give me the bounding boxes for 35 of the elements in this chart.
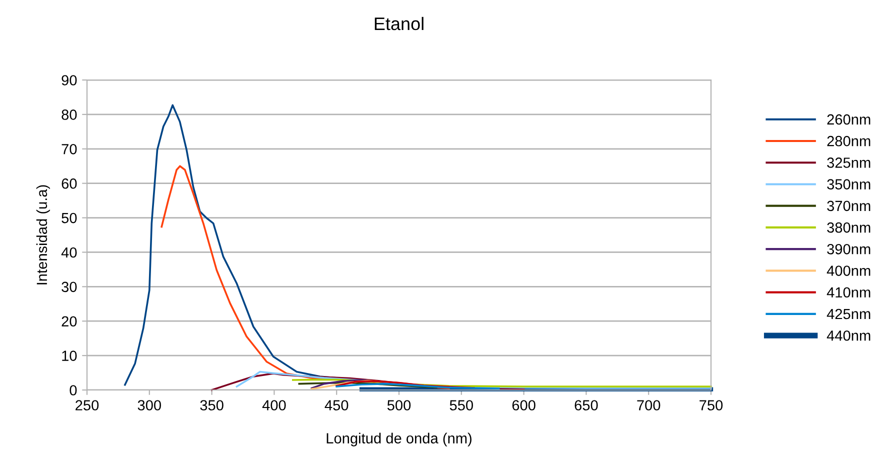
y-tick-label: 80 <box>62 110 77 120</box>
y-tick-label: 40 <box>61 247 77 258</box>
x-tick-label: 250 <box>76 400 99 410</box>
y-tick-label: 90 <box>62 75 77 86</box>
y-axis-title: Intensidad (u.a) <box>36 185 50 284</box>
legend-label: 390nm <box>827 244 870 254</box>
legend-label: 325nm <box>827 158 870 168</box>
legend-label: 380nm <box>827 222 870 233</box>
chart-title: Etanol <box>374 16 424 30</box>
x-tick-label: 550 <box>450 400 473 410</box>
legend-label: 370nm <box>827 200 870 212</box>
legend-label: 410nm <box>826 287 870 298</box>
y-tick-label: 70 <box>62 144 77 154</box>
legend-label: 440nm <box>826 330 870 341</box>
x-tick-label: 650 <box>574 400 598 410</box>
y-tick-label: 0 <box>70 385 77 396</box>
y-tick-label: 50 <box>62 212 77 224</box>
x-axis-title: Longitud de onda (nm) <box>326 432 472 446</box>
x-tick-label: 450 <box>324 400 348 410</box>
legend-label: 425nm <box>826 308 870 320</box>
legend-label: 260nm <box>827 114 870 125</box>
y-tick-label: 20 <box>62 316 77 327</box>
legend-label: 400nm <box>826 266 870 276</box>
legend-label: 350nm <box>827 179 870 190</box>
x-tick-label: 700 <box>637 400 660 410</box>
x-tick-label: 500 <box>387 400 411 410</box>
y-tick-label: 30 <box>62 282 77 292</box>
legend-label: 280nm <box>827 136 870 146</box>
y-tick-label: 10 <box>62 350 77 361</box>
x-tick-label: 600 <box>512 400 536 410</box>
x-tick-label: 400 <box>262 400 286 410</box>
x-tick-label: 350 <box>200 400 224 410</box>
y-tick-label: 60 <box>62 178 77 189</box>
x-tick-label: 750 <box>700 400 723 410</box>
x-tick-label: 300 <box>138 400 161 410</box>
